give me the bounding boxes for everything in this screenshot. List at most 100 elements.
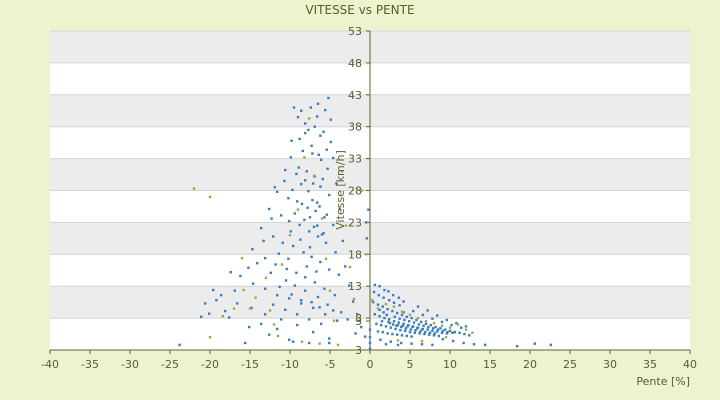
- data-point-main: [304, 179, 307, 182]
- data-point-main: [423, 332, 426, 336]
- data-point-main: [462, 341, 465, 345]
- data-point-main: [419, 330, 422, 333]
- data-point-main: [252, 282, 255, 285]
- data-point-main: [384, 343, 388, 346]
- data-point-main: [468, 334, 471, 337]
- data-point-main: [312, 330, 315, 334]
- data-point-main: [251, 247, 254, 251]
- data-point-main: [312, 182, 315, 185]
- y-tick-label: 3: [355, 315, 362, 328]
- data-point-main: [320, 158, 323, 162]
- data-point-secondary: [192, 187, 196, 190]
- data-point-main: [432, 327, 435, 330]
- data-point-main: [383, 316, 386, 320]
- data-point-main: [441, 329, 444, 333]
- data-point-main: [393, 315, 396, 319]
- chart-title: VITESSE vs PENTE: [305, 3, 414, 17]
- data-point-main: [398, 304, 401, 307]
- data-point-main: [321, 177, 324, 181]
- data-point-secondary: [432, 322, 436, 325]
- data-point-main: [348, 284, 351, 287]
- data-point-secondary: [254, 296, 257, 299]
- data-point-main: [400, 334, 404, 337]
- data-point-main: [412, 321, 416, 324]
- data-point-main: [314, 209, 317, 213]
- data-point-main: [400, 325, 403, 329]
- data-point-main: [472, 343, 476, 346]
- data-point-main: [354, 332, 357, 335]
- data-point-main: [326, 167, 329, 171]
- data-point-main: [289, 156, 292, 159]
- data-point-main: [444, 328, 447, 331]
- data-point-main: [296, 313, 299, 316]
- data-point-main: [434, 325, 437, 329]
- data-point-main: [308, 318, 311, 321]
- data-point-secondary: [348, 265, 352, 269]
- y-tick-label: 23: [348, 216, 362, 229]
- data-point-main: [260, 322, 263, 326]
- data-point-main: [329, 140, 332, 144]
- data-point-main: [409, 328, 412, 331]
- data-point-main: [379, 338, 382, 341]
- x-tick-label: 30: [603, 358, 617, 371]
- data-point-main: [310, 144, 313, 148]
- data-point-main: [384, 325, 388, 328]
- data-point-main: [427, 325, 430, 329]
- data-point-main: [313, 125, 316, 128]
- data-point-secondary: [232, 307, 236, 310]
- x-tick-label: 15: [483, 358, 497, 371]
- x-tick-label: 40: [683, 358, 697, 371]
- data-point-main: [284, 279, 288, 282]
- data-point-main: [292, 244, 295, 248]
- data-point-main: [400, 341, 403, 345]
- data-point-main: [392, 323, 395, 326]
- data-point-main: [229, 270, 232, 274]
- data-point-main: [178, 343, 181, 347]
- data-point-main: [445, 332, 448, 335]
- data-point-main: [306, 206, 309, 209]
- data-point-main: [250, 306, 253, 310]
- data-point-main: [368, 341, 372, 345]
- data-point-main: [410, 335, 413, 338]
- data-point-main: [289, 230, 292, 233]
- data-point-main: [387, 290, 390, 293]
- data-point-main: [452, 339, 455, 343]
- data-point-main: [269, 271, 272, 275]
- data-point-secondary: [300, 340, 304, 343]
- x-tick-label: 5: [407, 358, 414, 371]
- data-point-main: [441, 337, 444, 341]
- data-point-main: [418, 332, 421, 335]
- data-point-main: [463, 332, 466, 336]
- data-point-main: [400, 313, 404, 317]
- data-point-secondary: [328, 289, 332, 292]
- data-point-main: [396, 311, 399, 315]
- data-point-secondary: [318, 342, 321, 345]
- data-point-main: [287, 196, 290, 200]
- data-point-main: [300, 299, 303, 302]
- data-point-main: [311, 198, 314, 202]
- data-point-main: [224, 309, 227, 313]
- data-point-main: [276, 190, 279, 193]
- data-point-main: [262, 239, 265, 243]
- data-point-main: [411, 325, 414, 329]
- data-point-secondary: [296, 208, 300, 211]
- data-point-secondary: [332, 319, 336, 322]
- data-point-secondary: [448, 326, 452, 329]
- data-point-main: [440, 320, 444, 324]
- data-point-main: [383, 288, 386, 292]
- data-point-main: [445, 318, 448, 322]
- data-point-secondary: [221, 314, 224, 318]
- data-point-main: [356, 313, 359, 316]
- data-point-secondary: [400, 310, 404, 313]
- data-point-secondary: [320, 217, 324, 220]
- data-point-main: [288, 219, 291, 223]
- data-point-main: [404, 327, 408, 330]
- data-point-main: [549, 343, 552, 347]
- data-point-main: [377, 293, 380, 297]
- data-point-main: [264, 313, 267, 316]
- data-point-main: [440, 331, 444, 334]
- data-point-main: [300, 302, 303, 305]
- data-point-main: [368, 328, 372, 331]
- data-point-secondary: [464, 328, 468, 331]
- data-point-main: [307, 128, 310, 132]
